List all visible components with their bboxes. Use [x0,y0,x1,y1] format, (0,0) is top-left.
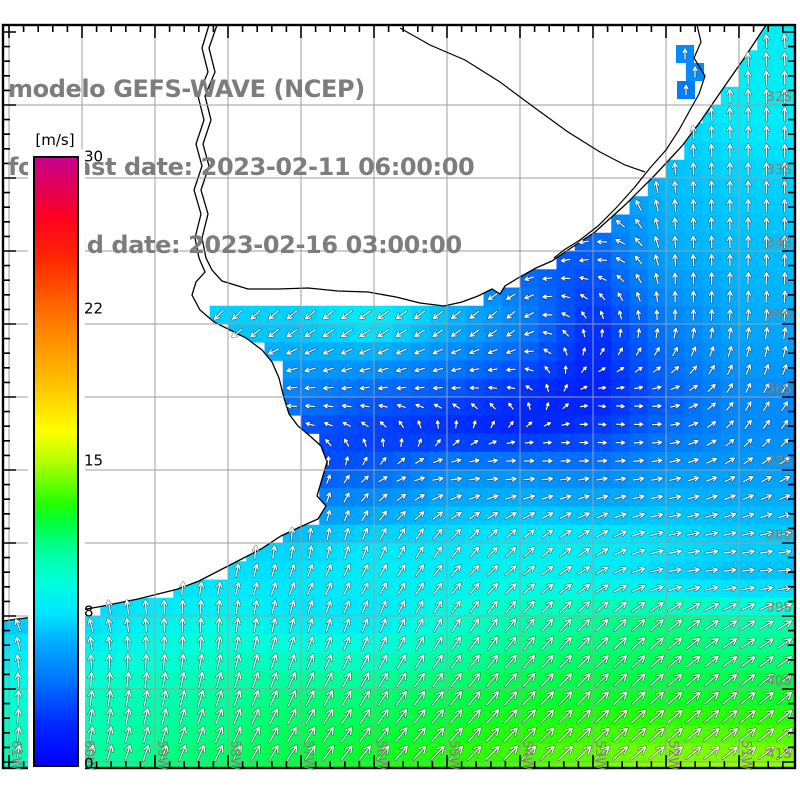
lon-label: 59W [154,740,170,771]
lon-label: 56W [373,740,389,771]
lon-label: 57W [300,740,316,771]
colorbar-tick: 8 [84,602,94,621]
colorbar-gradient [33,156,79,767]
lat-label: 33S [766,162,792,178]
colorbar-tick: 0 [84,754,94,773]
lon-label: 52W [665,740,681,771]
axis-labels: 32S 33S 34S 35S 36S 37S 38S 39S 40S 41S 61W 60W 59W 5… [8,89,792,771]
colorbar-unit-label: [m/s] [35,131,75,149]
colorbar-tick: 30 [84,147,104,166]
lat-label: 38S [766,527,792,543]
lon-label: 60W [81,740,97,771]
map-frame [1,23,797,770]
lat-label: 41S [766,746,792,762]
lon-label: 58W [227,740,243,771]
lat-label: 40S [766,673,792,689]
lon-label: 55W [446,740,462,771]
lat-label: 35S [766,308,792,324]
frame-and-ticks [1,23,797,770]
coastline [399,24,706,259]
lon-label: 51W [738,740,754,771]
lon-label: 53W [592,740,608,771]
lat-label: 32S [766,89,792,105]
river-line [553,24,706,259]
lat-label: 34S [766,235,792,251]
colorbar-tick: 15 [84,451,104,470]
lat-label: 36S [766,381,792,397]
land-polygon [200,24,768,307]
colorbar-tick: 22 [84,299,104,318]
river-line [399,27,646,173]
lon-label: 54W [519,740,535,771]
lon-label: 61W [8,740,24,771]
lat-label: 37S [766,454,792,470]
lat-label: 39S [766,600,792,616]
direction-arrows-layer [14,33,794,762]
